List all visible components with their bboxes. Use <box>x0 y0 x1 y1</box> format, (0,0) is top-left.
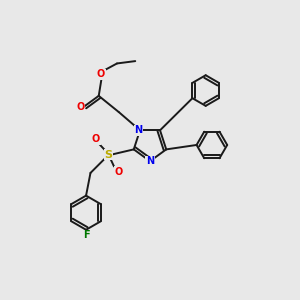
Text: O: O <box>97 69 105 79</box>
Text: O: O <box>114 167 122 177</box>
Text: N: N <box>134 125 142 135</box>
Text: S: S <box>105 150 113 160</box>
Text: O: O <box>76 102 84 112</box>
Text: N: N <box>146 156 154 166</box>
Text: F: F <box>83 230 89 240</box>
Text: O: O <box>92 134 100 144</box>
